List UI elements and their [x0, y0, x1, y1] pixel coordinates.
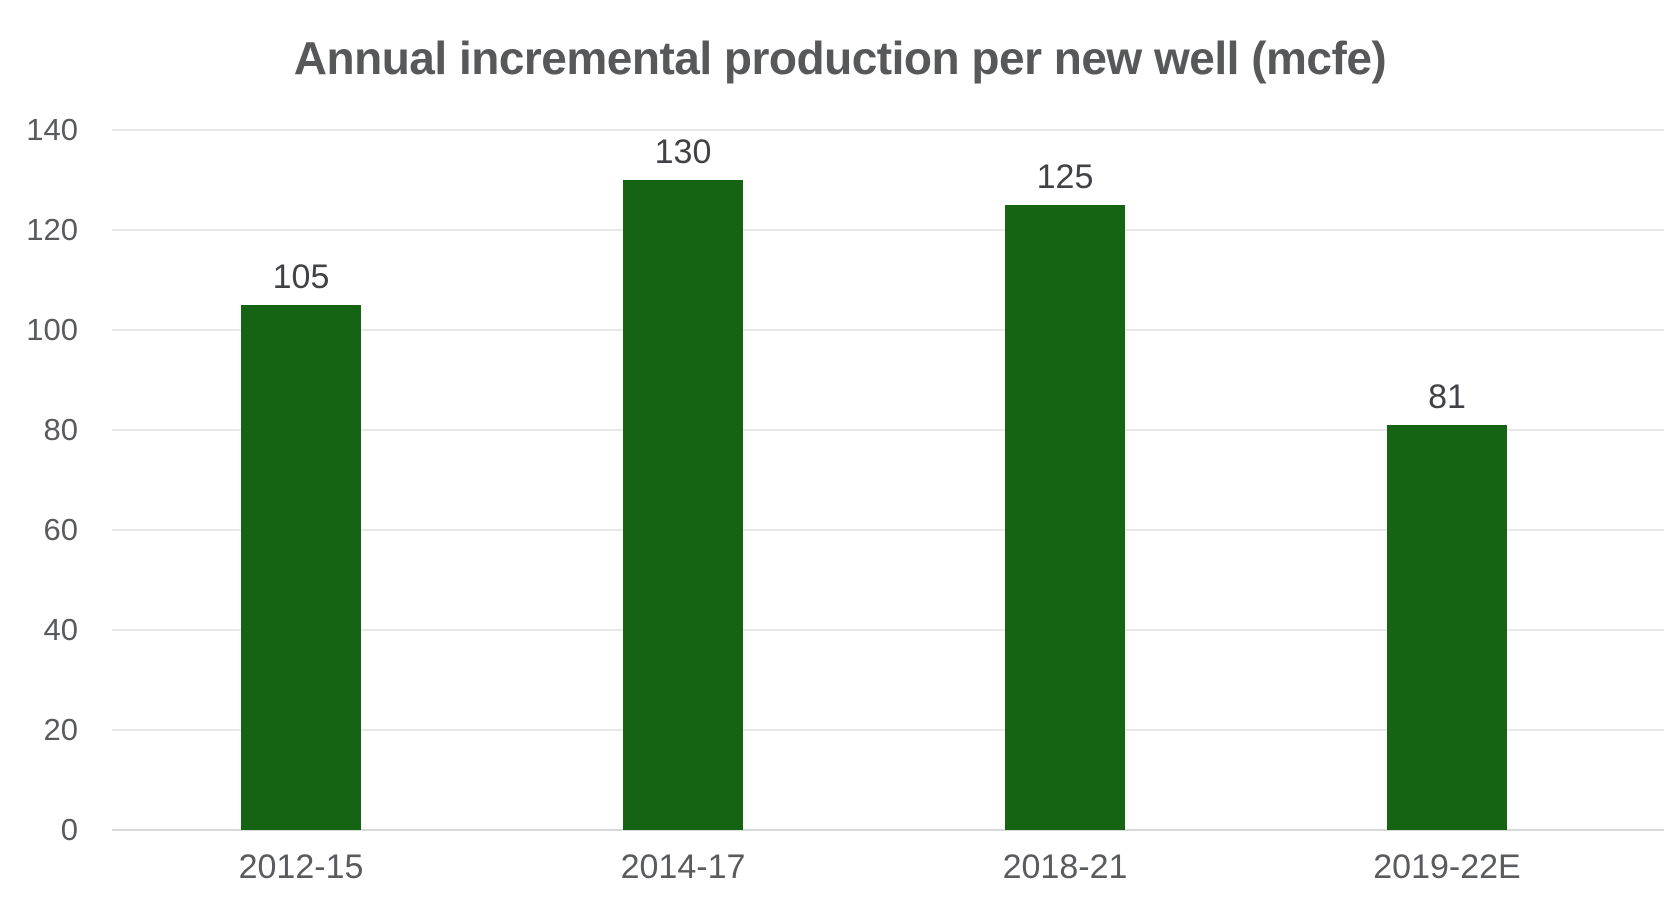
bar-value-label: 125: [1036, 158, 1094, 196]
y-tick-label: 60: [43, 512, 78, 547]
y-tick-label: 0: [60, 812, 78, 847]
x-tick-label: 2014-17: [620, 848, 746, 886]
gridline: [112, 529, 1664, 531]
x-tick-label: 2012-15: [238, 848, 364, 886]
y-tick-label: 20: [43, 712, 78, 747]
gridline: [112, 629, 1664, 631]
gridlines: [112, 129, 1664, 831]
y-tick-label: 140: [26, 112, 78, 147]
bar: [623, 180, 743, 830]
x-tick-label: 2018-21: [1002, 848, 1128, 886]
bar-column: 125: [874, 130, 1256, 830]
y-tick-label: 120: [26, 212, 78, 247]
bar-value-label: 105: [272, 258, 330, 296]
chart-title: Annual incremental production per new we…: [293, 32, 1387, 84]
x-tick-label: 2019-22E: [1373, 848, 1521, 886]
y-tick-label: 80: [43, 412, 78, 447]
gridline: [112, 229, 1664, 231]
bars-container: 105 130 125 81: [110, 130, 1638, 830]
gridline: [112, 729, 1664, 731]
gridline: [112, 429, 1664, 431]
gridline: [112, 129, 1664, 131]
y-tick-label: 100: [26, 312, 78, 347]
x-axis-baseline: [112, 829, 1664, 831]
bar: [1387, 425, 1507, 830]
y-axis-labels: 0 20 40 60 80 100 120 140: [0, 112, 78, 847]
bar: [1005, 205, 1125, 830]
bar: [241, 305, 361, 830]
bar-column: 105: [110, 130, 492, 830]
x-axis-labels: 2012-15 2014-17 2018-21 2019-22E: [110, 846, 1638, 888]
y-tick-label: 40: [43, 612, 78, 647]
gridline: [112, 329, 1664, 331]
bar-value-label: 130: [654, 133, 712, 171]
bar-column: 81: [1256, 130, 1638, 830]
bar-value-label: 81: [1428, 378, 1466, 416]
bar-column: 130: [492, 130, 874, 830]
